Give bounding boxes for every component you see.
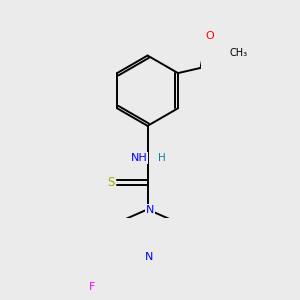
- Text: O: O: [206, 31, 214, 41]
- Text: NH: NH: [130, 153, 147, 163]
- Text: F: F: [89, 282, 96, 292]
- Text: N: N: [146, 205, 154, 215]
- Text: N: N: [145, 252, 154, 262]
- Text: S: S: [107, 176, 114, 188]
- Text: CH₃: CH₃: [230, 48, 247, 58]
- Text: H: H: [158, 153, 166, 163]
